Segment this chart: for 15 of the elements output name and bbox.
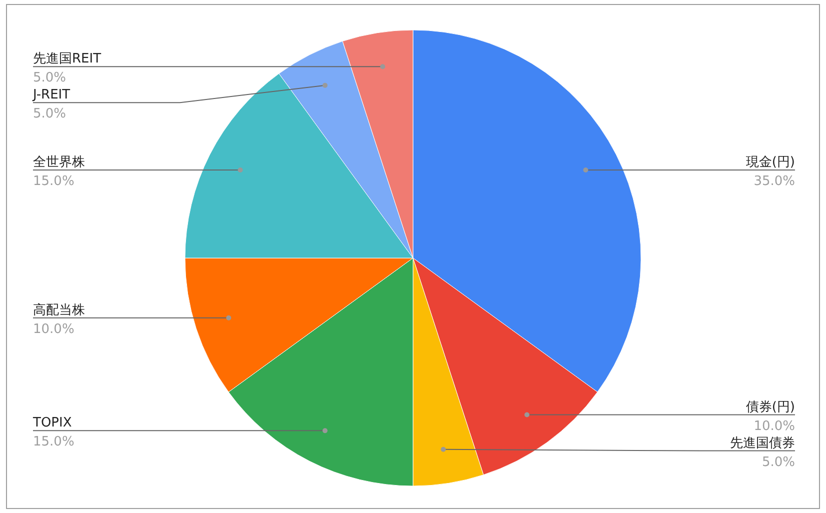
slice-label: 高配当株 bbox=[33, 302, 85, 318]
slice-label: 先進国債券 bbox=[730, 436, 795, 451]
slice-label: J-REIT bbox=[32, 88, 70, 103]
slice-label: 全世界株 bbox=[33, 155, 85, 170]
slice-label: 現金(円) bbox=[746, 155, 795, 170]
data-label: 15.0% bbox=[33, 434, 74, 450]
slice-label: 債券(円) bbox=[746, 400, 795, 415]
slice-label: 先進国REIT bbox=[33, 52, 102, 67]
data-label: 15.0% bbox=[33, 174, 74, 190]
slice-label: TOPIX bbox=[32, 416, 72, 431]
data-label: 35.0% bbox=[754, 174, 795, 190]
data-label: 5.0% bbox=[33, 106, 66, 122]
data-label: 10.0% bbox=[754, 418, 795, 434]
data-label: 10.0% bbox=[33, 322, 74, 337]
data-label: 5.0% bbox=[762, 454, 795, 470]
